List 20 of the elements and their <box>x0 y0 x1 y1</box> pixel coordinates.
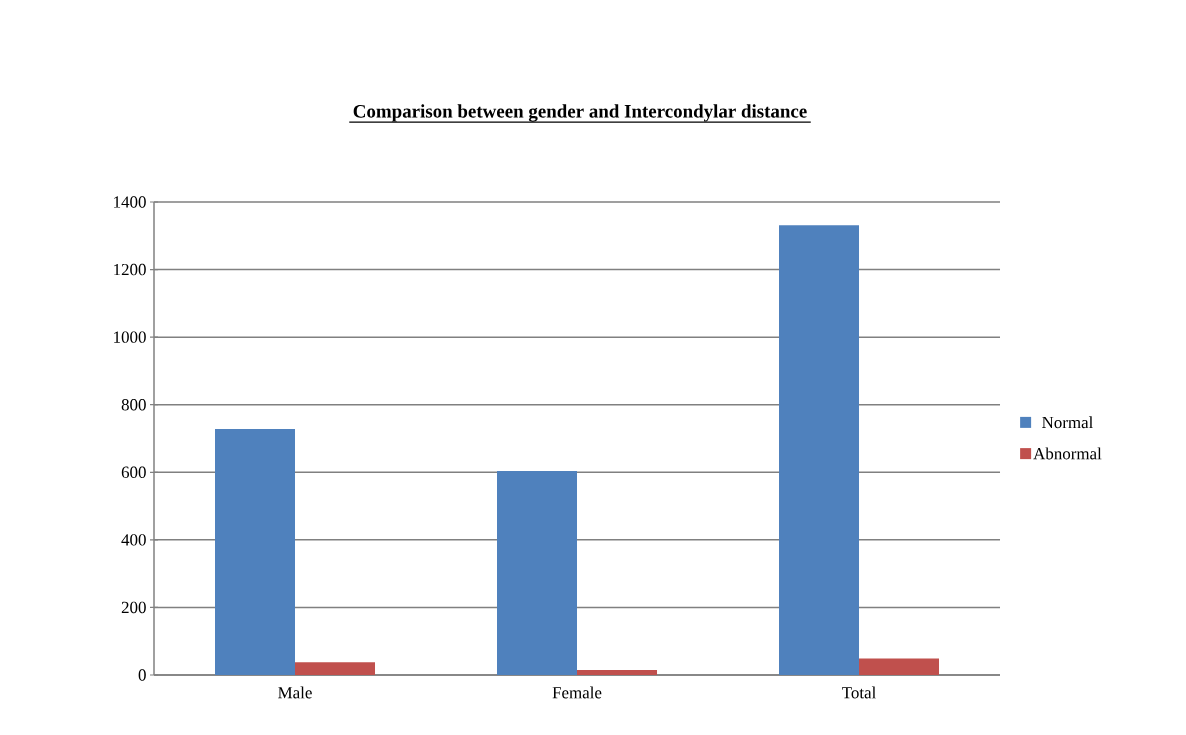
bar <box>215 429 295 675</box>
y-tick-label: 1000 <box>114 331 146 343</box>
chart-title: Comparison between gender and Intercondylar distance <box>353 104 807 122</box>
y-tick-label: 1200 <box>114 263 146 276</box>
y-tick-label: 800 <box>121 398 146 411</box>
y-tick-label: 1400 <box>114 196 146 208</box>
x-tick-label: Male <box>278 686 312 699</box>
bar <box>295 662 375 675</box>
legend-label: Normal <box>1042 416 1093 429</box>
y-tick-label: 400 <box>121 534 146 546</box>
bar <box>779 225 860 675</box>
y-tick-label: 600 <box>121 466 146 478</box>
bar <box>577 669 658 675</box>
x-tick-label: Female <box>552 686 602 699</box>
y-tick-label: 200 <box>121 601 146 614</box>
y-tick-label: 0 <box>138 669 146 681</box>
legend-label: Abnormal <box>1033 447 1102 460</box>
x-tick-label: Total <box>842 686 876 699</box>
bar <box>497 470 577 675</box>
bar <box>859 658 940 675</box>
